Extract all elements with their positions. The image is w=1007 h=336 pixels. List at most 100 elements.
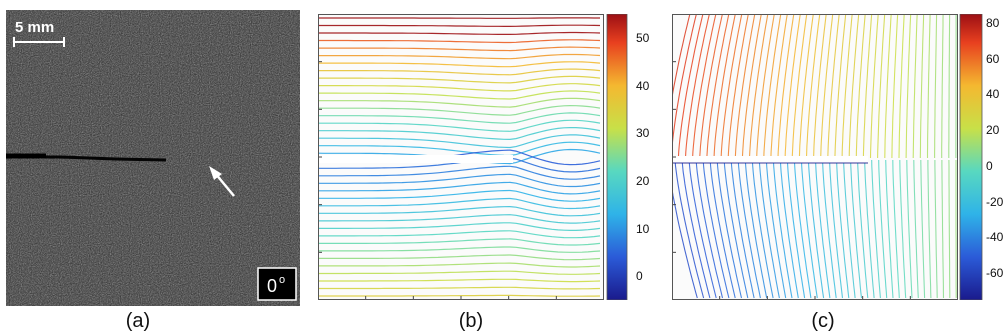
colorbar-tick-label: 40 xyxy=(636,78,650,93)
contour-line xyxy=(692,14,717,159)
contour-line xyxy=(877,14,886,159)
contour-line xyxy=(772,159,793,299)
contour-line xyxy=(688,159,717,299)
contour-line xyxy=(898,14,905,159)
contour-line xyxy=(836,159,850,299)
contour-line xyxy=(934,160,938,299)
contour-line xyxy=(318,119,601,132)
colorbar-tick-label: 10 xyxy=(636,221,650,236)
contour-line xyxy=(318,141,601,157)
contour-line xyxy=(934,14,938,158)
contour-line xyxy=(748,14,769,159)
contour-line xyxy=(734,14,756,159)
scale-label: 5 mm xyxy=(15,19,54,36)
contour-line xyxy=(716,159,743,299)
colorbar-tick-label: 50 xyxy=(636,30,650,45)
contour-line xyxy=(672,186,698,299)
contour-line xyxy=(906,159,913,299)
contour-plot-b xyxy=(318,14,604,300)
contour-line xyxy=(318,189,601,202)
contour-line xyxy=(699,14,723,159)
contour-line xyxy=(730,159,755,299)
contour-line xyxy=(318,165,601,180)
contour-line xyxy=(677,14,704,159)
contour-line xyxy=(814,159,831,299)
contour-line xyxy=(862,14,873,159)
angle-label: 0 xyxy=(267,276,277,296)
contour-line xyxy=(843,159,856,299)
contour-line xyxy=(948,159,951,298)
contour-line xyxy=(786,159,806,299)
contour-line xyxy=(720,14,743,159)
contour-line xyxy=(318,270,601,275)
contour-line xyxy=(318,238,601,246)
contour-line xyxy=(318,46,601,52)
contour-line xyxy=(763,14,782,159)
contour-line xyxy=(672,14,697,156)
contour-line xyxy=(318,104,601,116)
contour-line xyxy=(864,159,875,299)
contour-line xyxy=(744,159,768,299)
contour-line xyxy=(318,24,601,27)
contour-line xyxy=(891,14,899,159)
contour-line xyxy=(899,159,907,299)
contour-line xyxy=(821,159,837,299)
contour-line xyxy=(318,254,601,261)
contour-line xyxy=(318,286,601,290)
contour-line xyxy=(318,112,601,124)
contour-line xyxy=(871,159,881,299)
colorbar-tick-label: 0 xyxy=(636,269,643,284)
contour-line xyxy=(318,214,601,224)
contour-line xyxy=(927,160,932,299)
contour-line xyxy=(727,14,749,159)
contour-line xyxy=(919,14,925,159)
contour-line xyxy=(948,14,951,158)
caption-a: (a) xyxy=(125,310,151,332)
contour-line xyxy=(681,159,711,299)
contour-line xyxy=(318,97,601,108)
colorbar-tick-label: -40 xyxy=(986,230,1004,245)
contour-line xyxy=(318,181,601,195)
contour-line xyxy=(318,68,601,76)
contour-line xyxy=(926,14,931,158)
contour-line xyxy=(318,262,601,268)
contour-line xyxy=(318,230,601,239)
colorbar-tick-label: 80 xyxy=(986,15,1000,30)
contour-map-c xyxy=(672,14,958,300)
contour-line xyxy=(765,159,787,299)
contour-line xyxy=(913,159,919,299)
contour-line xyxy=(751,159,774,299)
contour-line xyxy=(791,14,808,159)
contour-line xyxy=(770,14,788,159)
contour-line xyxy=(756,14,775,159)
contour-line xyxy=(848,14,860,159)
contour-line xyxy=(841,14,853,159)
contour-line xyxy=(884,14,892,159)
contour-line xyxy=(318,173,601,188)
contour-line xyxy=(850,159,863,299)
contour-line xyxy=(318,53,601,60)
contour-line xyxy=(779,159,799,299)
contour-line xyxy=(318,278,601,283)
speckle-image: 5 mm 0 o xyxy=(6,10,300,306)
contour-line xyxy=(941,160,945,299)
contour-line xyxy=(318,75,601,84)
contour-line xyxy=(318,246,601,253)
angle-unit: o xyxy=(279,274,285,286)
contour-line xyxy=(920,159,926,299)
contour-map-b xyxy=(318,14,604,300)
contour-line xyxy=(318,294,601,297)
contour-line xyxy=(805,14,821,159)
contour-line xyxy=(318,39,601,44)
contour-line xyxy=(827,14,840,159)
contour-plot-c xyxy=(672,14,958,300)
contour-line xyxy=(674,159,705,299)
contour-line xyxy=(793,159,812,299)
contour-line xyxy=(702,159,730,299)
contour-line xyxy=(672,14,691,101)
contour-line xyxy=(318,222,601,231)
contour-line xyxy=(784,14,801,159)
contour-line xyxy=(713,14,736,159)
colorbar-tick-label: 0 xyxy=(986,158,993,173)
contour-line xyxy=(834,14,847,159)
